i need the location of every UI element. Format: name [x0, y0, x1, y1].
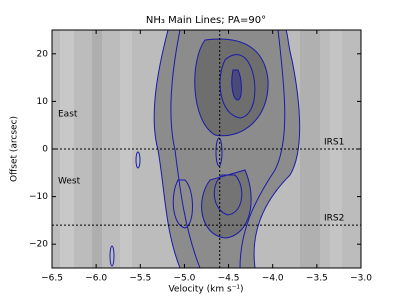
- annotation: East: [58, 110, 78, 120]
- x-tick-label: −3.5: [306, 274, 328, 284]
- x-tick-label: −6.5: [41, 274, 63, 284]
- x-axis-label: Velocity (km s⁻¹): [168, 285, 243, 295]
- intensity-map: [52, 30, 361, 268]
- x-tick-label: −4.5: [218, 274, 240, 284]
- annotation: IRS2: [324, 214, 344, 224]
- annotation: IRS1: [324, 138, 344, 148]
- x-tick-label: −5.5: [129, 274, 151, 284]
- chart-title: NH₃ Main Lines; PA=90°: [146, 15, 266, 26]
- x-tick-label: −6.0: [85, 274, 107, 284]
- y-axis-label: Offset (arcsec): [10, 116, 20, 182]
- y-tick-label: 10: [37, 97, 49, 107]
- x-tick-label: −5.0: [173, 274, 195, 284]
- x-tick-label: −4.0: [262, 274, 284, 284]
- y-tick-label: 0: [42, 145, 48, 155]
- annotation: West: [58, 177, 81, 187]
- y-tick-label: −10: [29, 192, 48, 202]
- y-tick-label: 20: [37, 49, 49, 59]
- y-tick-label: −20: [29, 240, 48, 250]
- x-tick-label: −3.0: [350, 274, 372, 284]
